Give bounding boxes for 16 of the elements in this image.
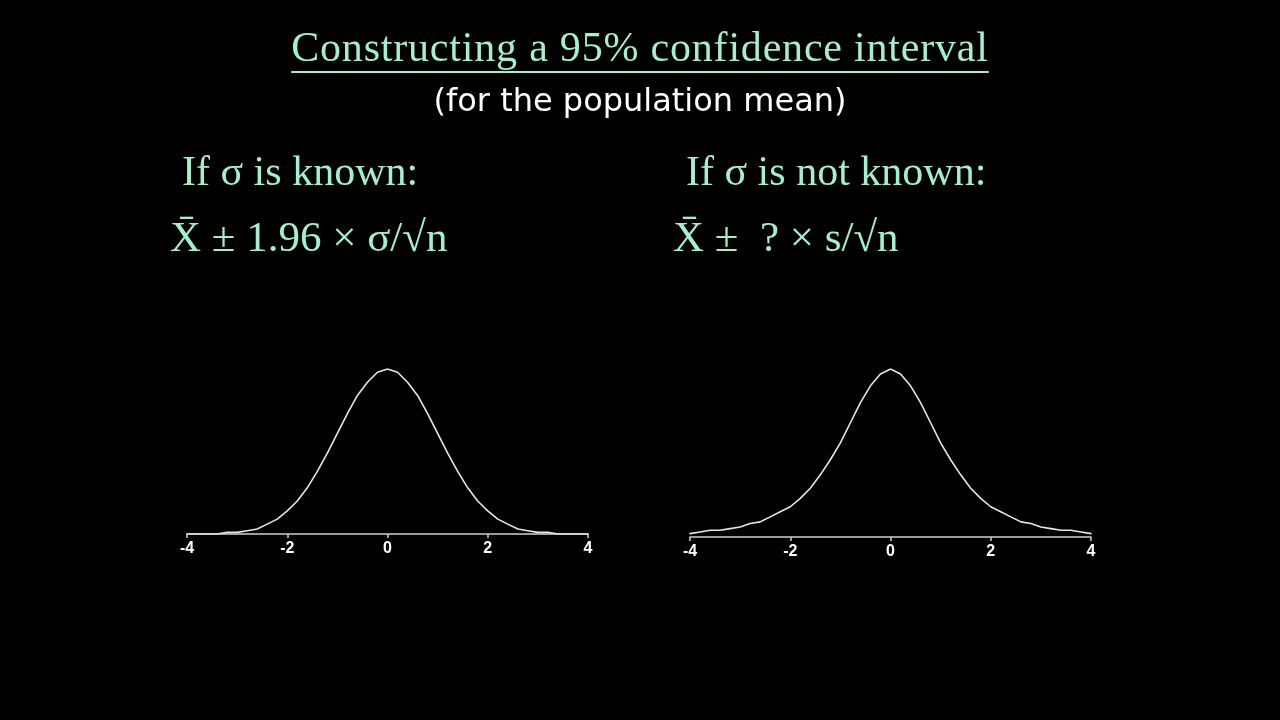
x-tick-label: 0 bbox=[383, 538, 393, 556]
x-tick-label: 2 bbox=[483, 538, 493, 556]
x-tick-label: 0 bbox=[886, 541, 896, 559]
chart-subtitle: X̄ ± 1.96 × σ/√n bbox=[170, 213, 448, 260]
x-tick-label: -4 bbox=[682, 541, 698, 559]
chart-subtitle: X̄ ± ? × s/√n bbox=[673, 213, 899, 260]
x-tick-label: -2 bbox=[783, 541, 798, 559]
chart-title: If σ is not known: bbox=[686, 148, 987, 194]
x-tick-label: -4 bbox=[179, 538, 195, 556]
text: Constructing a 95% confidence interval bbox=[291, 24, 989, 70]
text: (for the population mean) bbox=[433, 81, 847, 119]
x-tick-label: -2 bbox=[280, 538, 295, 556]
x-tick-label: 4 bbox=[583, 538, 593, 556]
x-tick-label: 4 bbox=[1086, 541, 1096, 559]
chart-title: If σ is known: bbox=[182, 148, 419, 194]
x-tick-label: 2 bbox=[986, 541, 996, 559]
